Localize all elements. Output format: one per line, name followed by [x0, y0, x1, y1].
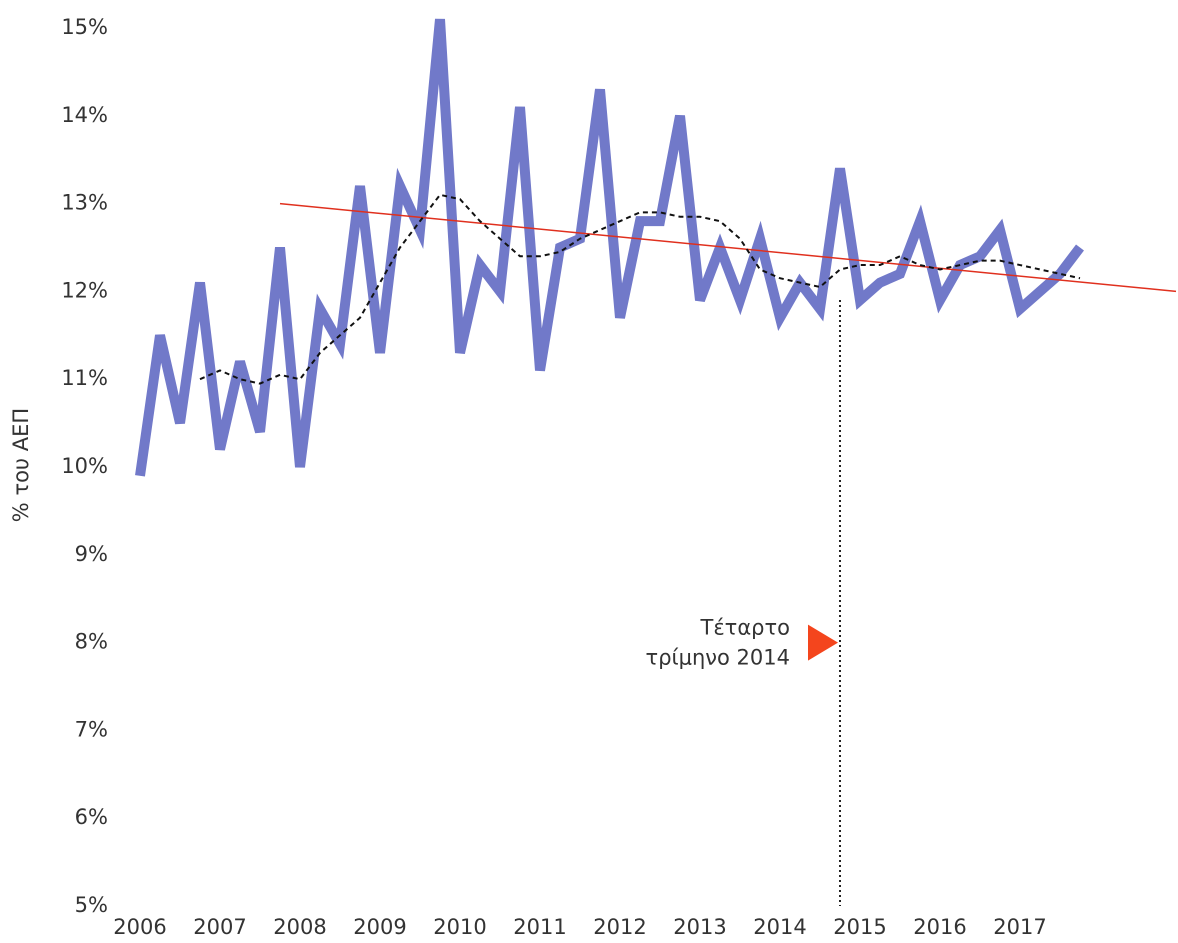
x-tick-label: 2014	[753, 915, 806, 939]
y-tick-label: 6%	[75, 805, 108, 829]
y-tick-label: 12%	[61, 278, 108, 302]
y-tick-label: 10%	[61, 454, 108, 478]
annotation-text: τρίμηνο 2014	[646, 646, 790, 670]
trend-line	[279, 202, 1177, 293]
x-tick-label: 2017	[993, 915, 1046, 939]
y-tick-label: 8%	[75, 630, 108, 654]
y-tick-label: 11%	[61, 366, 108, 390]
y-tick-label: 5%	[75, 893, 108, 917]
x-tick-label: 2012	[593, 915, 646, 939]
moving-average-line	[199, 193, 1081, 385]
y-tick-label: 13%	[61, 191, 108, 215]
y-tick-label: 15%	[61, 15, 108, 39]
y-axis-label: % του ΑΕΠ	[9, 408, 33, 522]
annotation-text: Τέταρτο	[700, 616, 791, 640]
y-tick-label: 14%	[61, 103, 108, 127]
x-tick-label: 2009	[353, 915, 406, 939]
x-tick-label: 2011	[513, 915, 566, 939]
x-tick-label: 2006	[113, 915, 166, 939]
x-tick-label: 2013	[673, 915, 726, 939]
annotation-marker	[808, 624, 838, 661]
x-tick-label: 2016	[913, 915, 966, 939]
x-tick-label: 2010	[433, 915, 486, 939]
x-tick-label: 2008	[273, 915, 326, 939]
x-tick-label: 2015	[833, 915, 886, 939]
y-tick-label: 9%	[75, 542, 108, 566]
x-tick-label: 2007	[193, 915, 246, 939]
data-line	[135, 18, 1084, 477]
y-tick-label: 7%	[75, 717, 108, 741]
